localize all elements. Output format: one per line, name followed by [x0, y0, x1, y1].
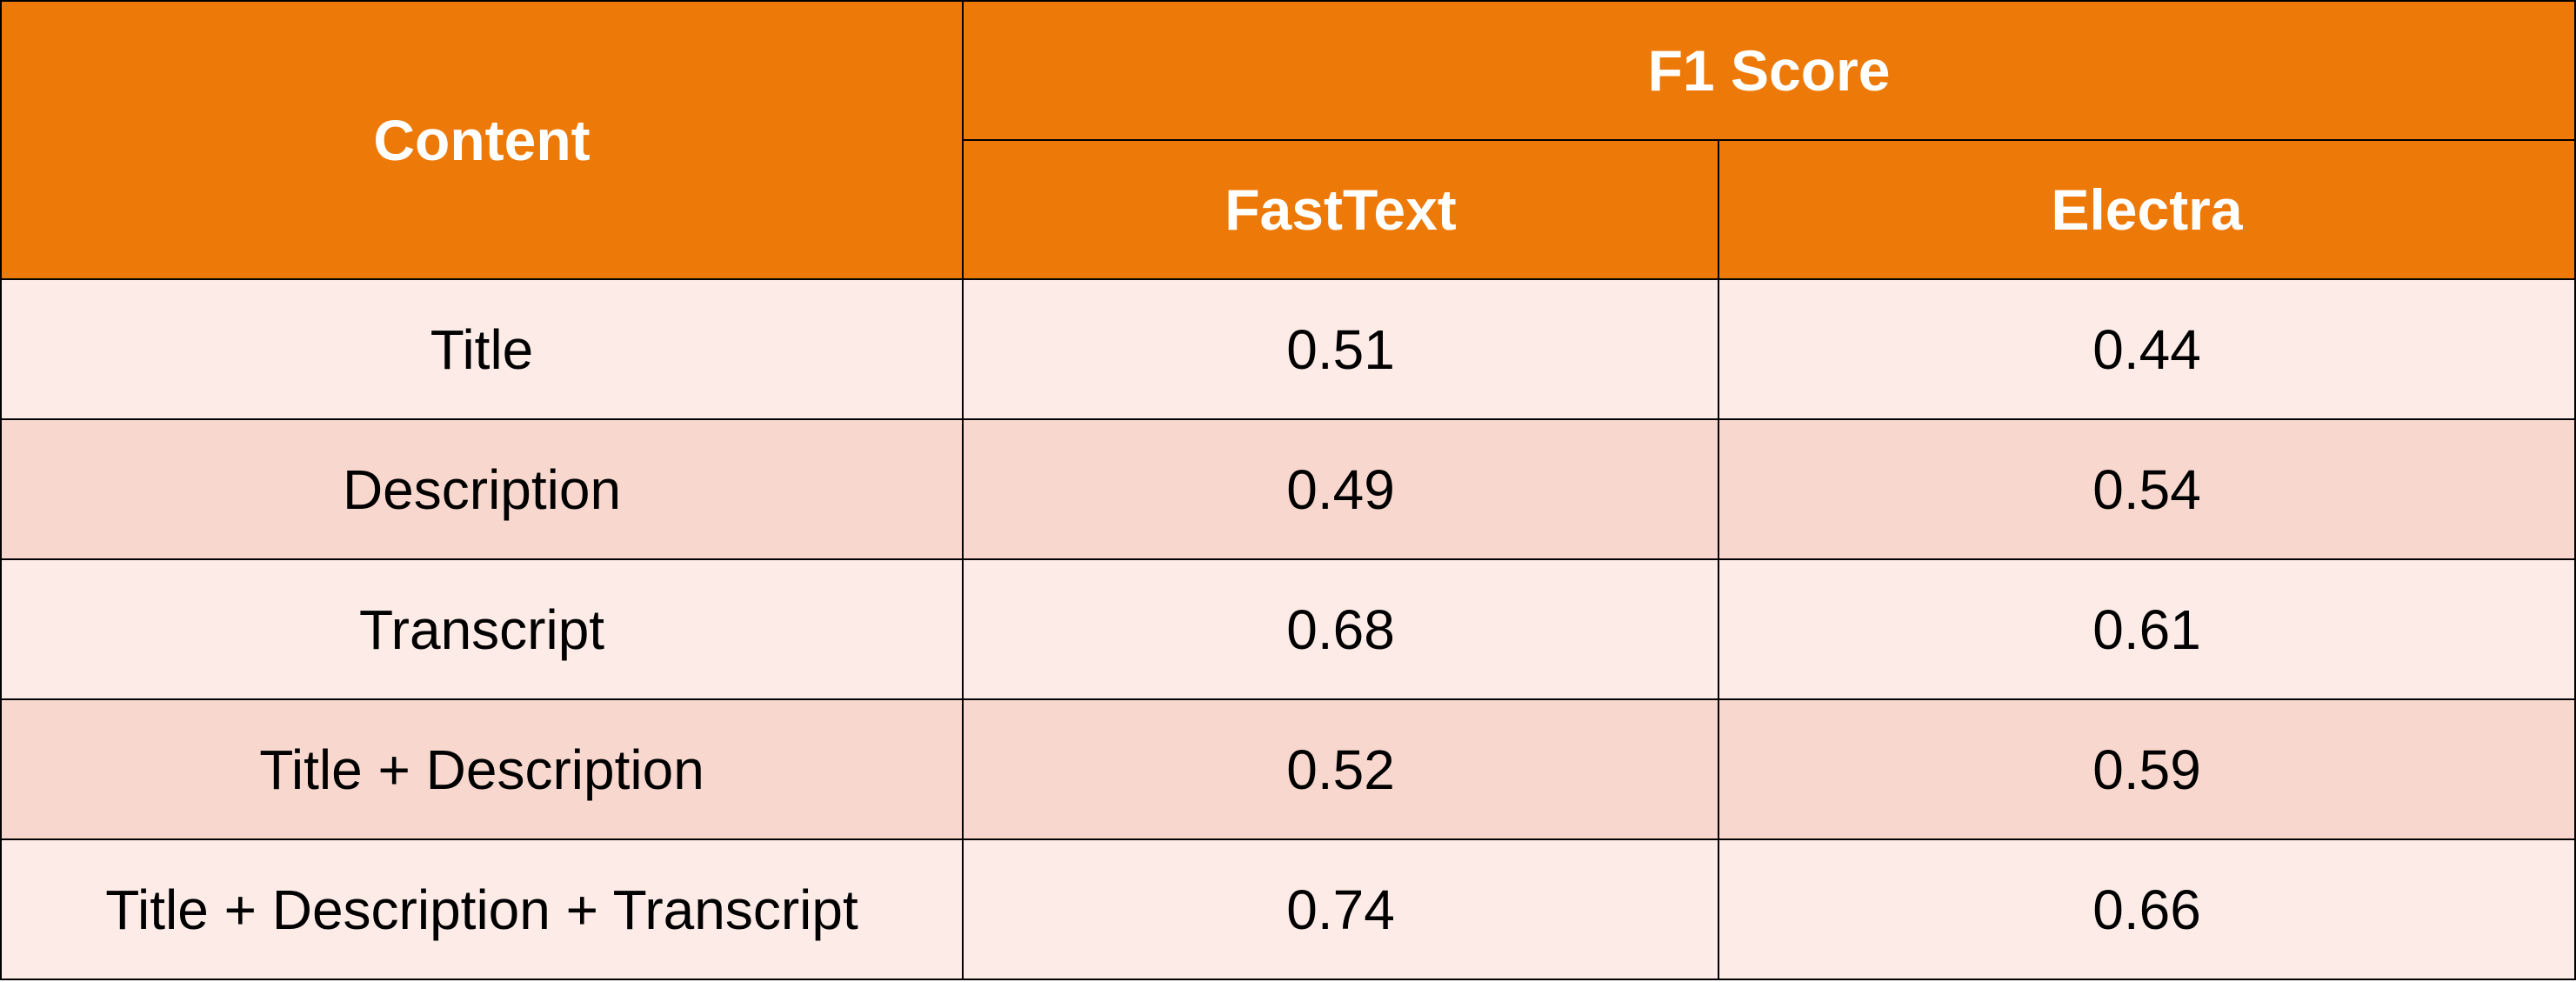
electra-column-header: Electra — [1717, 139, 2576, 280]
electra-score-cell: 0.44 — [1717, 278, 2576, 420]
content-cell: Title + Description + Transcript — [0, 838, 964, 980]
table-row: Transcript 0.68 0.61 — [0, 558, 2576, 700]
fasttext-score-cell: 0.52 — [962, 698, 1719, 840]
electra-score-cell: 0.54 — [1717, 418, 2576, 560]
fasttext-score-cell: 0.51 — [962, 278, 1719, 420]
fasttext-score-cell: 0.68 — [962, 558, 1719, 700]
content-cell: Description — [0, 418, 964, 560]
table-row: Description 0.49 0.54 — [0, 418, 2576, 560]
content-cell: Title — [0, 278, 964, 420]
table-row: Title + Description + Transcript 0.74 0.… — [0, 838, 2576, 980]
electra-score-cell: 0.59 — [1717, 698, 2576, 840]
electra-score-cell: 0.61 — [1717, 558, 2576, 700]
content-cell: Title + Description — [0, 698, 964, 840]
fasttext-column-header: FastText — [962, 139, 1719, 280]
fasttext-score-cell: 0.74 — [962, 838, 1719, 980]
table-row: Title + Description 0.52 0.59 — [0, 698, 2576, 840]
table-row: Title 0.51 0.44 — [0, 278, 2576, 420]
header-row-sub: FastText Electra — [1, 139, 2576, 280]
electra-score-cell: 0.66 — [1717, 838, 2576, 980]
content-column-header: Content — [0, 0, 964, 280]
header-row-top: Content F1 Score — [0, 0, 2576, 280]
content-cell: Transcript — [0, 558, 964, 700]
f1-score-group-header: F1 Score — [961, 0, 2576, 141]
fasttext-score-cell: 0.49 — [962, 418, 1719, 560]
